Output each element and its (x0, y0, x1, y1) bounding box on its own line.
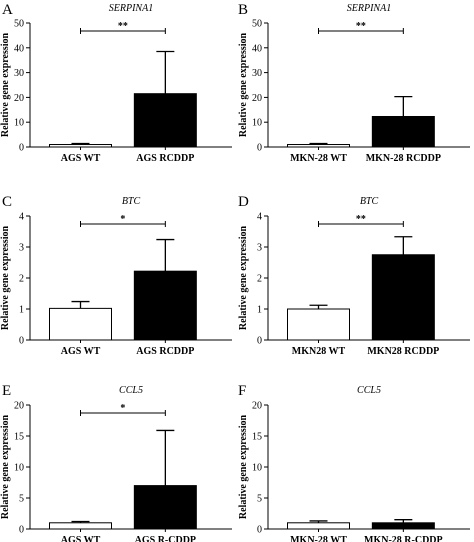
bar-2 (133, 93, 197, 148)
y-tick-label: 0 (19, 143, 24, 154)
chart-title: SERPINA1 (347, 3, 391, 14)
y-tick-label: 30 (252, 68, 262, 79)
y-axis-label: Relative gene expression (0, 225, 11, 330)
y-tick-label: 20 (252, 401, 262, 412)
category-label: MKN-28 RCDDP (366, 153, 441, 164)
category-label: MKN-28 WT (290, 535, 347, 542)
bar-1 (49, 307, 112, 341)
panel-letter-c: C (2, 194, 12, 210)
y-tick-label: 0 (257, 336, 262, 347)
y-tick-label: 0 (19, 336, 24, 347)
chart-title: BTC (360, 196, 379, 207)
category-label: MKN28 WT (292, 346, 346, 357)
y-tick-label: 40 (252, 43, 262, 54)
chart-title: SERPINA1 (109, 3, 153, 14)
y-tick-label: 0 (257, 143, 262, 154)
significance-marker: * (120, 214, 125, 225)
y-tick-label: 20 (252, 93, 262, 104)
panel-letter-d: D (238, 194, 249, 210)
bar-2 (371, 522, 435, 530)
y-tick-label: 50 (252, 19, 262, 30)
bar-2 (133, 270, 197, 341)
y-axis-label: Relative gene expression (238, 225, 249, 330)
category-label: AGS WT (61, 535, 101, 542)
y-tick-label: 5 (257, 494, 262, 505)
y-tick-label: 4 (19, 212, 24, 223)
category-label: AGS R-CDDP (135, 535, 196, 542)
category-label: MKN-28 WT (290, 153, 347, 164)
bar-1 (49, 522, 112, 530)
y-tick-label: 2 (19, 274, 24, 285)
category-label: AGS RCDDP (136, 153, 194, 164)
significance-marker: ** (356, 214, 366, 225)
bar-2 (133, 485, 197, 530)
y-tick-label: 0 (257, 525, 262, 536)
panel-letter-e: E (2, 383, 11, 399)
bar-1 (287, 144, 350, 148)
bar-2 (371, 254, 435, 341)
y-tick-label: 10 (252, 118, 262, 129)
y-axis-label: Relative gene expression (0, 32, 11, 137)
y-tick-label: 3 (257, 243, 262, 254)
category-label: MKN-28 R-CDDP (364, 535, 443, 542)
significance-marker: * (120, 403, 125, 414)
category-label: AGS WT (61, 346, 101, 357)
chart-title: CCL5 (119, 385, 143, 396)
category-label: AGS RCDDP (136, 346, 194, 357)
y-tick-label: 15 (14, 432, 24, 443)
category-label: AGS WT (61, 153, 101, 164)
y-tick-label: 30 (14, 68, 24, 79)
y-tick-label: 10 (14, 118, 24, 129)
panel-letter-a: A (2, 2, 13, 18)
y-tick-label: 15 (252, 432, 262, 443)
y-tick-label: 20 (14, 401, 24, 412)
y-tick-label: 1 (19, 305, 24, 316)
category-label: MKN28 RCDDP (367, 346, 439, 357)
y-tick-label: 4 (257, 212, 262, 223)
y-tick-label: 3 (19, 243, 24, 254)
y-tick-label: 0 (19, 525, 24, 536)
y-axis-label: Relative gene expression (0, 414, 11, 519)
y-tick-label: 1 (257, 305, 262, 316)
chart-title: BTC (122, 196, 141, 207)
y-tick-label: 5 (19, 494, 24, 505)
y-tick-label: 10 (252, 463, 262, 474)
y-tick-label: 20 (14, 93, 24, 104)
y-axis-label: Relative gene expression (238, 414, 249, 519)
chart-title: CCL5 (357, 385, 381, 396)
bar-1 (287, 522, 350, 530)
y-tick-label: 40 (14, 43, 24, 54)
y-axis-label: Relative gene expression (238, 32, 249, 137)
y-tick-label: 10 (14, 463, 24, 474)
significance-marker: ** (356, 21, 366, 32)
bar-1 (49, 144, 112, 148)
panel-letter-b: B (238, 2, 248, 18)
significance-marker: ** (118, 21, 128, 32)
bar-2 (371, 115, 435, 148)
y-tick-label: 2 (257, 274, 262, 285)
panel-letter-f: F (238, 383, 246, 399)
y-tick-label: 50 (14, 19, 24, 30)
bar-1 (287, 308, 350, 341)
